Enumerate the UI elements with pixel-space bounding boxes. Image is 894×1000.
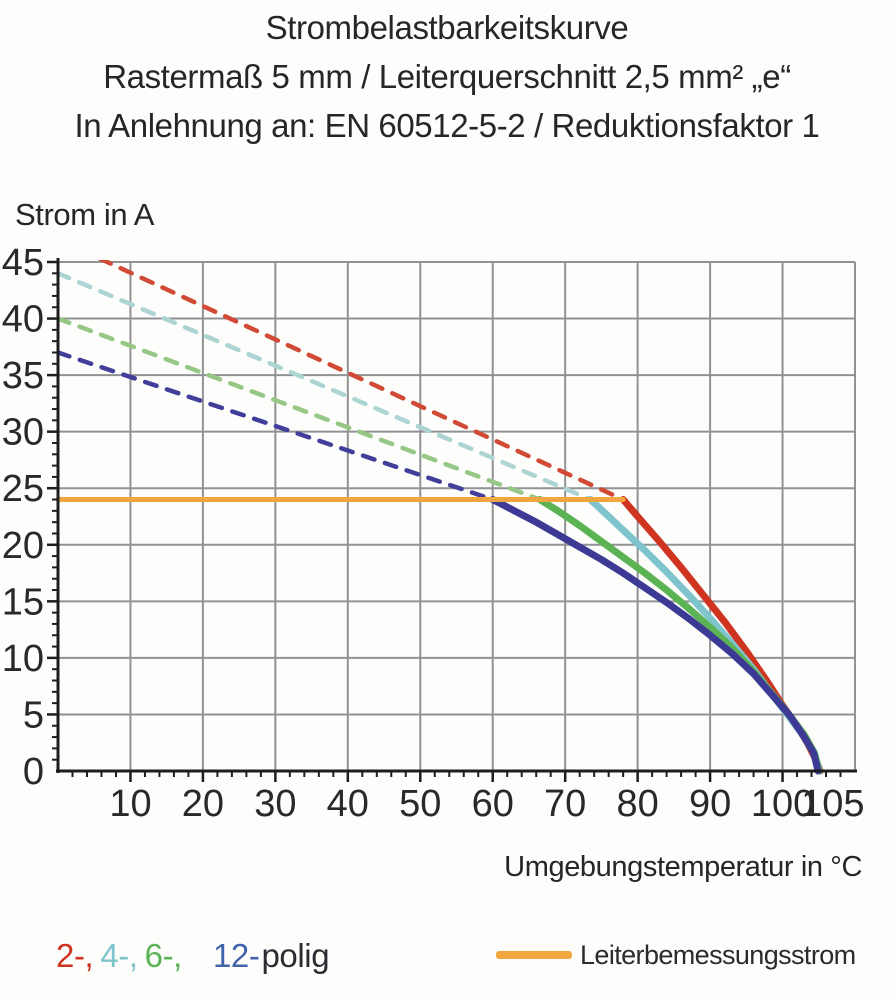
x-tick-label-90: 90	[689, 783, 731, 825]
series-2-polig-dashed-line	[97, 260, 626, 502]
x-tick-label-80: 80	[616, 783, 658, 825]
x-tick-label-60: 60	[472, 783, 514, 825]
poles-legend: 2-, 4-, 6-, 12-polig	[56, 937, 330, 975]
y-tick-label-45: 45	[2, 242, 44, 284]
y-tick-label-35: 35	[2, 355, 44, 397]
y-tick-label-5: 5	[23, 694, 44, 736]
x-tick-label-10: 10	[109, 783, 151, 825]
series-12-polig-curve	[489, 496, 822, 775]
title-line-3: In Anlehnung an: EN 60512-5-2 / Reduktio…	[74, 107, 820, 144]
rated-current-swatch	[496, 951, 572, 959]
legend-item-6: 6-,	[144, 937, 183, 974]
y-tick-label-15: 15	[2, 581, 44, 623]
series-4-polig-dashed-line	[58, 271, 593, 502]
legend-item-2: 2-,	[56, 937, 94, 974]
series-12-polig-dashed-line	[58, 350, 495, 502]
series-6-polig-dashed-line	[58, 316, 543, 502]
legend-item-12: 12-	[212, 937, 260, 974]
y-tick-label-10: 10	[2, 638, 44, 680]
y-tick-label-30: 30	[2, 412, 44, 454]
x-tick-label-50: 50	[399, 783, 441, 825]
x-tick-label-100: 100	[751, 783, 814, 825]
y-tick-label-0: 0	[23, 751, 44, 793]
rated-current-label: Leiterbemessungsstrom	[580, 939, 856, 970]
y-tick-label-25: 25	[2, 468, 44, 510]
x-tick-label-40: 40	[327, 783, 369, 825]
title-line-2: Rastermaß 5 mm / Leiterquerschnitt 2,5 m…	[103, 58, 791, 95]
legend-item-4: 4-,	[100, 937, 138, 974]
title-line-1: Strombelastbarkeitskurve	[265, 9, 629, 46]
x-tick-label-20: 20	[182, 783, 224, 825]
y-tick-label-40: 40	[2, 299, 44, 341]
y-axis-title: Strom in A	[15, 197, 154, 232]
series-6-polig-curve	[536, 496, 823, 775]
x-tick-label-70: 70	[544, 783, 586, 825]
legend-item-polig: polig	[261, 937, 330, 974]
x-tick-label-30: 30	[254, 783, 296, 825]
rated-current-legend: Leiterbemessungsstrom	[496, 933, 856, 977]
y-tick-label-20: 20	[2, 525, 44, 567]
chart-title-block: Strombelastbarkeitskurve Rastermaß 5 mm …	[0, 3, 894, 150]
x-axis-title: Umgebungstemperatur in °C	[504, 851, 862, 883]
x-tick-label-105: 105	[801, 783, 864, 825]
